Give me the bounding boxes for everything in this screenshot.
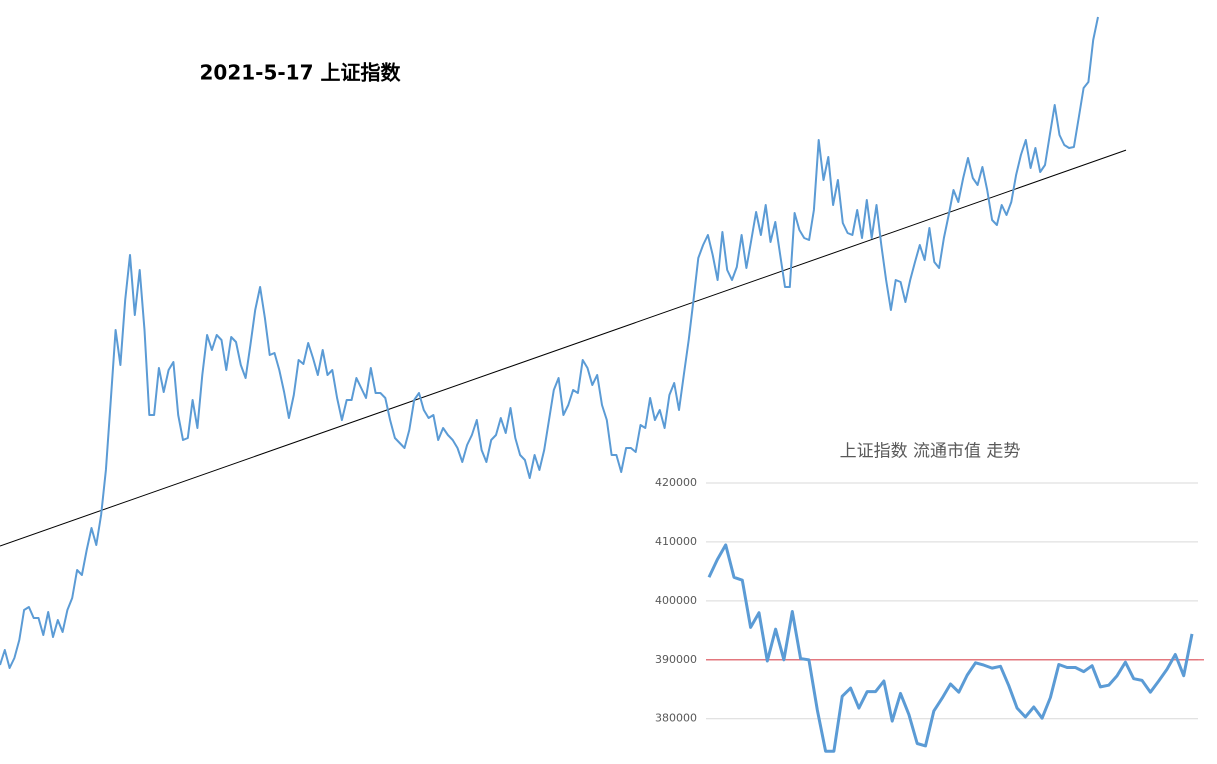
chart-title: 上证指数 流通市值 走势 [840,442,1021,462]
y-tick-label: 380000 [655,712,697,725]
data-line [707,543,1194,753]
y-tick-label: 400000 [655,594,697,607]
trend-line [0,149,1127,547]
y-tick-label: 410000 [655,535,697,548]
y-tick-label: 420000 [655,476,697,489]
y-tick-label: 390000 [655,653,697,666]
data-line [0,16,1099,669]
chart-title: 2021-5-17 上证指数 [200,61,402,85]
